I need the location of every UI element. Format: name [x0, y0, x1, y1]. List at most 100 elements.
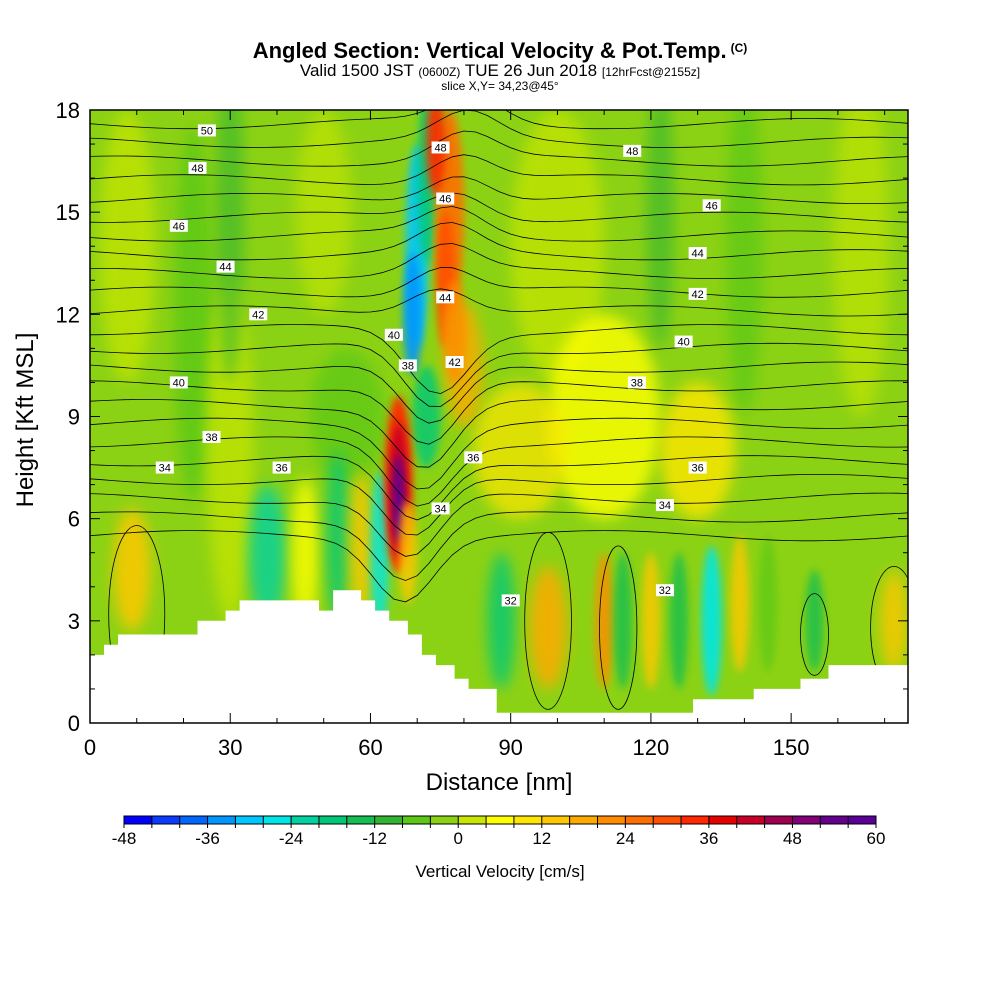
contour-label: 48 — [623, 144, 642, 158]
colorbar-swatch — [179, 816, 209, 824]
theta-contour-line — [90, 154, 908, 186]
velocity-cell — [309, 348, 385, 485]
colorbar-swatch — [681, 816, 710, 824]
velocity-cell — [613, 552, 633, 689]
theta-contour-line — [101, 110, 153, 111]
colorbar-swatch — [458, 816, 487, 824]
colorbar-swatch — [151, 816, 181, 824]
theta-contour-line — [90, 511, 908, 581]
theta-contour-line — [90, 455, 908, 521]
colorbar-tick-label: -12 — [362, 829, 387, 848]
velocity-cell — [206, 280, 254, 621]
contour-label-bg — [197, 124, 216, 137]
theta-contour-line — [90, 474, 908, 536]
colorbar-tick-label: 24 — [616, 829, 635, 848]
contour-label: 38 — [627, 376, 646, 389]
contour-label-text: 46 — [706, 200, 718, 212]
contour-label: 42 — [688, 287, 707, 301]
contour-label: 38 — [398, 359, 417, 372]
contour-label: 36 — [688, 461, 707, 475]
contour-label-text: 32 — [505, 595, 517, 607]
contour-label: 46 — [436, 192, 455, 206]
colorbar-swatch — [318, 816, 348, 824]
contour-label-bg — [202, 430, 221, 443]
contour-label-text: 34 — [659, 500, 671, 512]
velocity-cell — [99, 110, 156, 383]
contour-label-bg — [464, 451, 483, 464]
contour-label-bg — [623, 144, 642, 157]
contour-label: 40 — [384, 328, 403, 342]
colorbar-swatch — [848, 816, 877, 824]
contour-label-bg — [188, 161, 207, 174]
colorbar-tick-label: 60 — [867, 829, 886, 848]
y-tick-label: 15 — [56, 200, 80, 225]
theta-contour-line — [90, 436, 908, 507]
contour-label-text: 42 — [692, 289, 704, 301]
velocity-cell — [758, 535, 778, 672]
theta-contour-line — [90, 492, 908, 557]
colorbar-swatch — [402, 816, 431, 824]
colorbar-tick-label: 12 — [532, 829, 551, 848]
contour-label-bg — [655, 584, 674, 597]
contour-label-text: 34 — [159, 463, 171, 475]
contour-label-text: 34 — [434, 503, 446, 515]
contour-label-bg — [169, 219, 188, 232]
velocity-cell — [216, 110, 245, 383]
chart-title-unit: (C) — [730, 41, 748, 55]
velocity-cell — [398, 501, 418, 604]
x-axis-ticks: 0 30 60 90 120 150 — [84, 110, 886, 760]
colorbar-swatch — [764, 816, 793, 824]
theta-contour-line — [90, 222, 908, 261]
colorbar-swatch — [736, 816, 766, 824]
contour-label-bg — [249, 308, 268, 321]
colorbar-swatch — [263, 816, 292, 824]
velocity-cell — [641, 552, 661, 689]
valid-time: Valid 1500 JST (0600Z) TUE 26 Jun 2018 [… — [0, 61, 1000, 80]
contour-label-bg — [436, 192, 455, 205]
velocity-cell — [594, 552, 614, 689]
x-tick-label: 0 — [84, 735, 96, 760]
x-tick-label: 30 — [218, 735, 242, 760]
valid-prefix: Valid 1500 JST — [299, 61, 414, 80]
contour-label-bg — [688, 461, 707, 474]
theta-contour-line — [90, 243, 908, 280]
contour-label-text: 38 — [631, 377, 643, 389]
theta-contour-line — [90, 110, 908, 130]
velocity-cell — [548, 314, 661, 519]
colorbar-swatch — [597, 816, 626, 824]
colorbar-swatch — [541, 816, 571, 824]
velocity-cell — [349, 470, 373, 621]
colorbar-swatch — [486, 816, 515, 824]
contour-label: 44 — [688, 247, 707, 260]
theta-contour-line — [90, 399, 908, 468]
contour-label-text: 38 — [402, 360, 414, 372]
contour-label: 40 — [169, 376, 188, 389]
theta-contour-line — [90, 530, 908, 603]
contour-label: 48 — [188, 161, 207, 175]
velocity-cell — [248, 484, 287, 621]
contour-label-bg — [431, 141, 450, 154]
contour-label-bg — [431, 502, 450, 515]
contour-label-text: 36 — [276, 463, 288, 475]
velocity-cell — [833, 110, 890, 417]
contour-label: 36 — [464, 451, 483, 464]
velocity-cell — [487, 552, 516, 689]
theta-contours — [90, 110, 908, 710]
velocity-cell — [701, 545, 722, 696]
contour-label-bg — [655, 499, 674, 512]
terrain — [90, 590, 908, 723]
colorbar-swatch — [513, 816, 543, 824]
contour-label: 34 — [655, 499, 674, 512]
colorbar-label: Vertical Velocity [cm/s] — [415, 862, 585, 881]
colorbar-swatch — [708, 816, 738, 824]
colorbar-tick-label: -36 — [195, 829, 220, 848]
contour-label-bg — [674, 335, 693, 348]
theta-contour-loop — [599, 545, 638, 710]
velocity-cell — [326, 450, 350, 621]
contour-label: 50 — [197, 124, 216, 137]
contour-label: 48 — [431, 141, 450, 154]
contour-label-bg — [169, 376, 188, 389]
contour-label: 34 — [431, 502, 450, 515]
contour-label-bg — [272, 461, 291, 474]
